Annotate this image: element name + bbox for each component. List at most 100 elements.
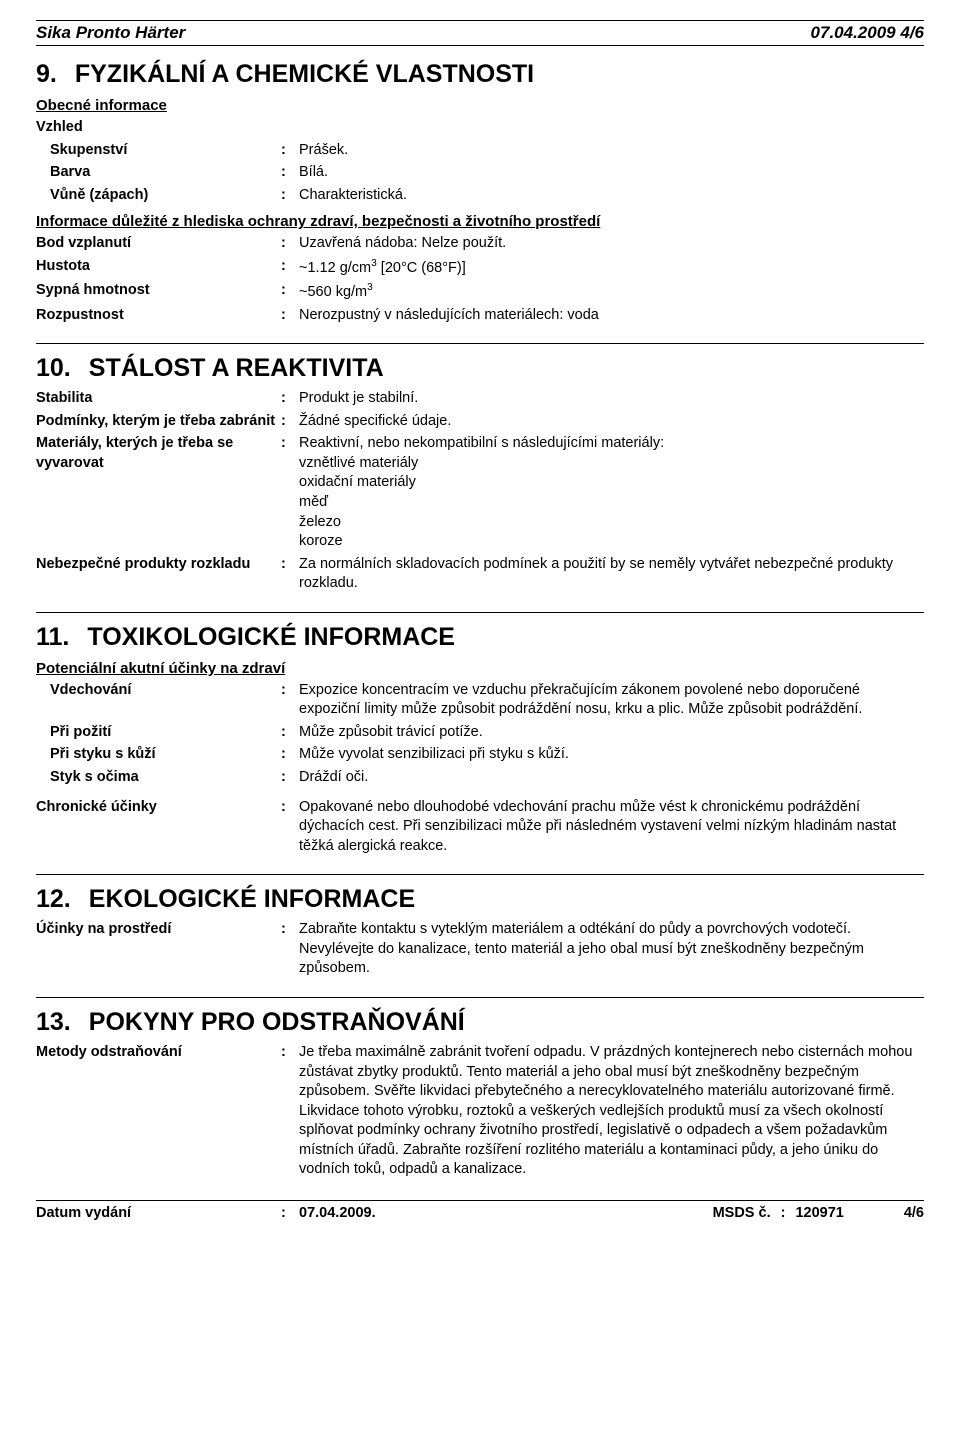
section-12-num: 12.	[36, 885, 71, 914]
flash-value: Uzavřená nádoba: Nelze použít.	[299, 234, 924, 254]
section-9-num: 9.	[36, 60, 57, 89]
color-value: Bílá.	[299, 163, 924, 183]
solub-label: Rozpustnost	[36, 306, 281, 326]
colon: :	[281, 681, 299, 701]
section-9-important: Informace důležité z hlediska ochrany zd…	[36, 213, 924, 230]
flash-label: Bod vzplanutí	[36, 234, 281, 254]
env-value: Zabraňte kontaktu s vyteklým materiálem …	[299, 920, 924, 979]
divider	[36, 612, 924, 613]
odor-value: Charakteristická.	[299, 186, 924, 206]
mat-value: Reaktivní, nebo nekompatibilní s následu…	[299, 434, 924, 551]
colon: :	[281, 1043, 299, 1063]
colon: :	[281, 434, 299, 454]
haz-label: Nebezpečné produkty rozkladu	[36, 555, 281, 575]
section-9-appearance-row: Vzhled	[36, 118, 924, 138]
bulk-pre: ~560 kg/m	[299, 284, 367, 300]
skin-row: Při styku s kůží : Může vyvolat senzibil…	[36, 745, 924, 765]
solub-value: Nerozpustný v následujících materiálech:…	[299, 306, 924, 326]
solub-row: Rozpustnost : Nerozpustný v následujícíc…	[36, 306, 924, 326]
disp-label: Metody odstraňování	[36, 1043, 281, 1063]
appearance-label: Vzhled	[36, 118, 281, 138]
section-11-sub: Potenciální akutní účinky na zdraví	[36, 660, 924, 677]
bulk-value: ~560 kg/m3	[299, 281, 924, 302]
page-footer: Datum vydání : 07.04.2009. MSDS č. : 120…	[36, 1200, 924, 1221]
density-pre: ~1.12 g/cm	[299, 260, 371, 276]
env-label: Účinky na prostředí	[36, 920, 281, 940]
colon: :	[281, 555, 299, 575]
state-value: Prášek.	[299, 141, 924, 161]
colon: :	[281, 920, 299, 940]
section-9-title: FYZIKÁLNÍ A CHEMICKÉ VLASTNOSTI	[75, 60, 534, 89]
odor-row: Vůně (zápach) : Charakteristická.	[36, 186, 924, 206]
footer-msds-label: MSDS č.	[713, 1205, 771, 1221]
haz-value: Za normálních skladovacích podmínek a po…	[299, 555, 924, 594]
ing-value: Může způsobit trávicí potíže.	[299, 723, 924, 743]
eye-row: Styk s očima : Dráždí oči.	[36, 768, 924, 788]
bulk-row: Sypná hmotnost : ~560 kg/m3	[36, 281, 924, 302]
inh-value: Expozice koncentracím ve vzduchu překrač…	[299, 681, 924, 720]
density-row: Hustota : ~1.12 g/cm3 [20°C (68°F)]	[36, 257, 924, 278]
chron-label: Chronické účinky	[36, 798, 281, 818]
mat-row: Materiály, kterých je třeba se vyvarovat…	[36, 434, 924, 551]
colon: :	[281, 306, 299, 326]
colon: :	[281, 723, 299, 743]
header-product: Sika Pronto Härter	[36, 23, 185, 43]
section-11-heading: 11. TOXIKOLOGICKÉ INFORMACE	[36, 623, 924, 652]
color-label: Barva	[36, 163, 281, 183]
chron-value: Opakované nebo dlouhodobé vdechování pra…	[299, 798, 924, 857]
section-11-num: 11.	[36, 623, 69, 652]
sup3: 3	[367, 282, 373, 293]
mat-label: Materiály, kterých je třeba se vyvarovat	[36, 434, 281, 473]
ing-label: Při požití	[36, 723, 281, 743]
footer-right: MSDS č. : 120971 4/6	[713, 1205, 924, 1221]
haz-row: Nebezpečné produkty rozkladu : Za normál…	[36, 555, 924, 594]
footer-left: Datum vydání : 07.04.2009.	[36, 1205, 376, 1221]
colon: :	[281, 768, 299, 788]
section-12-heading: 12. EKOLOGICKÉ INFORMACE	[36, 885, 924, 914]
inh-row: Vdechování : Expozice koncentracím ve vz…	[36, 681, 924, 720]
section-12-title: EKOLOGICKÉ INFORMACE	[89, 885, 415, 914]
eye-label: Styk s očima	[36, 768, 281, 788]
footer-issue-label: Datum vydání	[36, 1205, 281, 1221]
eye-value: Dráždí oči.	[299, 768, 924, 788]
divider	[36, 997, 924, 998]
colon: :	[281, 186, 299, 206]
section-13-num: 13.	[36, 1008, 71, 1037]
page-header: Sika Pronto Härter 07.04.2009 4/6	[36, 20, 924, 46]
cond-label: Podmínky, kterým je třeba zabránit	[36, 412, 281, 432]
state-row: Skupenství : Prášek.	[36, 141, 924, 161]
density-value: ~1.12 g/cm3 [20°C (68°F)]	[299, 257, 924, 278]
colon: :	[281, 163, 299, 183]
colon: :	[281, 745, 299, 765]
header-date-page: 07.04.2009 4/6	[811, 23, 924, 43]
section-10-num: 10.	[36, 354, 71, 383]
footer-msds-value: 120971	[795, 1205, 903, 1221]
inh-label: Vdechování	[36, 681, 281, 701]
density-label: Hustota	[36, 257, 281, 277]
footer-page: 4/6	[904, 1205, 924, 1221]
section-9-heading: 9. FYZIKÁLNÍ A CHEMICKÉ VLASTNOSTI	[36, 60, 924, 89]
ing-row: Při požití : Může způsobit trávicí potíž…	[36, 723, 924, 743]
colon: :	[281, 234, 299, 254]
section-13-heading: 13. POKYNY PRO ODSTRAŇOVÁNÍ	[36, 1008, 924, 1037]
divider	[36, 343, 924, 344]
disp-row: Metody odstraňování : Je třeba maximálně…	[36, 1043, 924, 1180]
colon: :	[281, 257, 299, 277]
footer-issue-value: 07.04.2009.	[299, 1205, 376, 1221]
skin-value: Může vyvolat senzibilizaci při styku s k…	[299, 745, 924, 765]
colon: :	[281, 412, 299, 432]
colon: :	[281, 141, 299, 161]
disp-value: Je třeba maximálně zabránit tvoření odpa…	[299, 1043, 924, 1180]
section-10-title: STÁLOST A REAKTIVITA	[89, 354, 384, 383]
section-13-title: POKYNY PRO ODSTRAŇOVÁNÍ	[89, 1008, 465, 1037]
odor-label: Vůně (zápach)	[36, 186, 281, 206]
density-post: [20°C (68°F)]	[377, 260, 466, 276]
section-10-heading: 10. STÁLOST A REAKTIVITA	[36, 354, 924, 383]
skin-label: Při styku s kůží	[36, 745, 281, 765]
cond-row: Podmínky, kterým je třeba zabránit : Žád…	[36, 412, 924, 432]
bulk-label: Sypná hmotnost	[36, 281, 281, 301]
colon: :	[771, 1205, 796, 1221]
colon: :	[281, 389, 299, 409]
flash-row: Bod vzplanutí : Uzavřená nádoba: Nelze p…	[36, 234, 924, 254]
colon: :	[281, 798, 299, 818]
